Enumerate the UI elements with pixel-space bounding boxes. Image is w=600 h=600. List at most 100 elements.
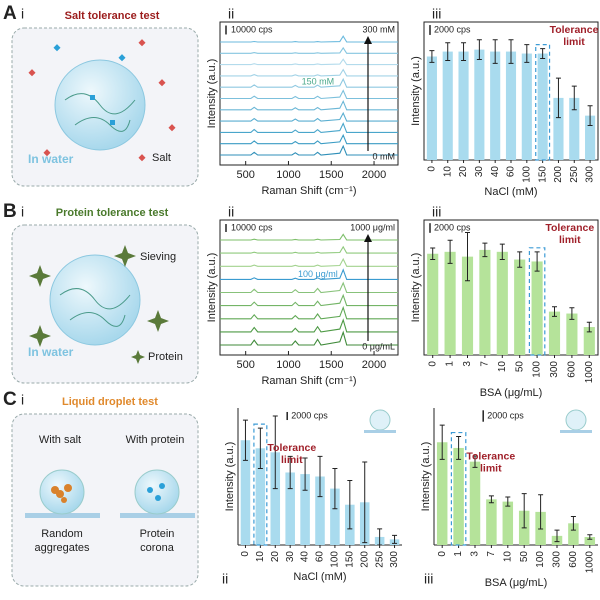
salt-ions — [28, 39, 176, 157]
annotation: 300 mM — [362, 24, 395, 34]
error-bar — [538, 494, 544, 530]
spectrum — [220, 305, 398, 320]
medium-label: In water — [28, 345, 74, 359]
error-bar — [332, 467, 338, 510]
bar — [584, 537, 596, 545]
error-bar — [521, 493, 527, 529]
error-bar — [571, 85, 577, 111]
x-axis-title: Raman Shift (cm⁻¹) — [261, 185, 356, 197]
annotation: 150 mM — [302, 77, 335, 87]
x-tick-label: 1000 — [276, 359, 300, 371]
x-tick-label: 60 — [506, 166, 517, 178]
tolerance-label: Tolerance — [545, 222, 594, 234]
error-bar — [392, 534, 398, 544]
spectrum — [220, 281, 398, 294]
tolerance-label: Tolerance — [466, 450, 515, 462]
bar — [458, 51, 469, 161]
annotation: 100 μg/ml — [298, 269, 338, 279]
y-axis-title: Intensity (a.u.) — [410, 56, 422, 126]
tolerance-label: Tolerance — [550, 24, 599, 36]
x-tick-label: 0 — [437, 551, 448, 557]
tolerance-label: limit — [281, 454, 303, 466]
spectrum — [220, 89, 398, 100]
error-bar — [472, 455, 478, 468]
bar — [300, 474, 310, 545]
sieving-label: Sieving — [140, 251, 176, 263]
x-tick-label: 0 — [240, 551, 251, 557]
inset-droplet — [565, 409, 587, 431]
scale-bar-label: 2000 cps — [291, 410, 328, 420]
x-tick-label: 50 — [519, 551, 530, 563]
bar — [255, 448, 266, 545]
bar — [453, 447, 464, 545]
substrate — [120, 513, 195, 518]
panel-numeral: iii — [432, 204, 441, 220]
bar — [442, 51, 453, 161]
x-tick-label: 20 — [270, 551, 281, 563]
legend-label: Protein — [148, 351, 183, 363]
x-tick-label: 1000 — [276, 169, 300, 181]
spectrum — [220, 46, 398, 54]
error-bar — [429, 50, 435, 63]
x-tick-label: 1 — [453, 551, 464, 557]
x-tick-label: 30 — [474, 166, 485, 178]
x-tick-label: 10 — [502, 551, 513, 563]
scale-bar-label: 10000 cps — [231, 222, 273, 232]
bar — [566, 313, 578, 355]
x-tick-label: 10 — [255, 551, 266, 563]
x-tick-label: 1 — [445, 361, 456, 367]
bar — [474, 49, 485, 160]
plot-frame — [219, 21, 399, 166]
error-bar — [505, 496, 511, 507]
x-tick-label: 200 — [359, 551, 370, 568]
bar — [461, 256, 474, 355]
x-tick-label: 150 — [344, 551, 355, 568]
illustration-frame — [11, 413, 199, 587]
x-tick-label: 60 — [315, 551, 326, 563]
x-tick-label: 200 — [553, 166, 564, 183]
x-tick-label: 300 — [585, 166, 596, 183]
bar — [531, 261, 543, 355]
error-bar — [445, 42, 451, 61]
bar — [502, 501, 514, 545]
panel-numeral: ii — [228, 6, 234, 22]
x-tick-label: 2000 — [362, 169, 386, 181]
scale-bar-label: 2000 cps — [434, 24, 471, 34]
x-tick-label: 100 — [532, 361, 543, 378]
error-bar — [456, 436, 462, 460]
bar — [585, 115, 596, 160]
caption: aggregates — [34, 542, 90, 554]
x-tick-label: 7 — [480, 361, 491, 367]
error-bar — [554, 529, 560, 543]
error-bar — [587, 105, 593, 126]
error-bar — [587, 534, 593, 540]
error-bar — [492, 39, 498, 64]
bar — [479, 249, 491, 355]
x-tick-label: 10 — [442, 166, 453, 178]
illustration-droplet: Liquid droplet test With salt With prote… — [11, 396, 199, 587]
error-bar — [517, 251, 523, 268]
error-bar — [242, 419, 248, 461]
bar — [486, 499, 497, 545]
inset-substrate — [560, 430, 592, 433]
error-bar — [461, 42, 467, 61]
illustration-title: Salt tolerance test — [65, 10, 160, 22]
bar — [285, 472, 295, 545]
x-tick-label: 100 — [535, 551, 546, 568]
x-tick-label: 50 — [514, 361, 525, 373]
panel-numeral: ii — [228, 204, 234, 220]
panel-numeral: ii — [222, 571, 228, 587]
network — [59, 288, 131, 327]
x-tick-label: 150 — [537, 166, 548, 183]
x-tick-label: 30 — [285, 551, 296, 563]
caption: Protein — [140, 528, 175, 540]
panel-numeral: i — [21, 204, 24, 220]
error-bar — [488, 495, 494, 504]
error-bar — [302, 457, 308, 491]
error-bar — [317, 455, 323, 498]
error-bar — [439, 424, 445, 460]
bar — [569, 97, 580, 160]
tolerance-box — [253, 423, 268, 546]
